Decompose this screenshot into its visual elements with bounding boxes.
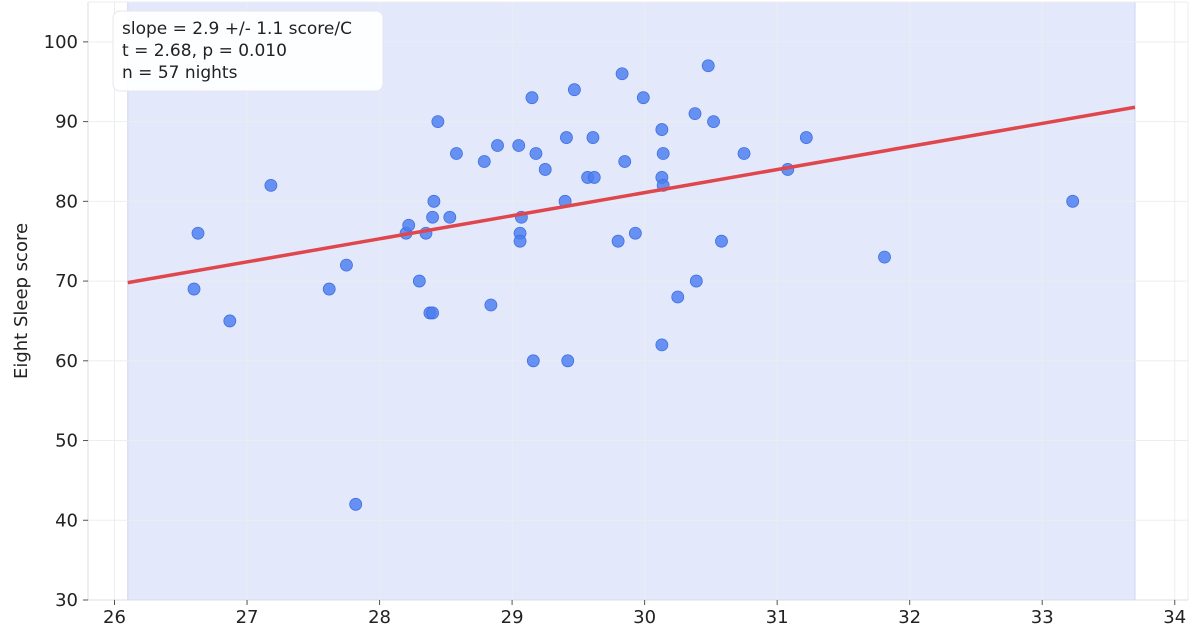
y-tick-label: 80 bbox=[55, 191, 78, 212]
x-tick-label: 33 bbox=[1031, 607, 1054, 628]
y-tick-label: 90 bbox=[55, 112, 78, 133]
data-point bbox=[191, 226, 205, 240]
x-tick-label: 26 bbox=[103, 607, 126, 628]
y-tick-label: 40 bbox=[55, 510, 78, 531]
data-point bbox=[450, 147, 463, 160]
stats-box-background bbox=[112, 10, 384, 92]
data-point bbox=[526, 354, 540, 368]
x-tick-label: 31 bbox=[766, 607, 789, 628]
y-axis-label: Eight Sleep score bbox=[11, 223, 32, 379]
shaded-range-layer bbox=[127, 1, 1136, 601]
x-tick-label: 28 bbox=[368, 607, 391, 628]
data-points-layer bbox=[187, 59, 1080, 511]
data-point bbox=[491, 139, 504, 152]
data-point bbox=[587, 171, 601, 184]
y-tick-label: 30 bbox=[55, 590, 78, 611]
data-point bbox=[264, 178, 278, 192]
data-point bbox=[737, 147, 751, 160]
data-point bbox=[187, 282, 201, 296]
stats-slope-text: slope = 2.9 +/- 1.1 score/C bbox=[122, 19, 352, 39]
data-point bbox=[878, 250, 891, 264]
data-point bbox=[707, 115, 720, 128]
y-tick-label: 70 bbox=[55, 271, 78, 292]
data-point bbox=[560, 131, 573, 144]
data-point bbox=[223, 314, 237, 328]
data-point bbox=[561, 354, 575, 368]
data-point bbox=[611, 234, 625, 248]
data-point bbox=[715, 234, 728, 248]
data-point bbox=[655, 338, 669, 352]
data-point bbox=[529, 147, 543, 160]
data-point bbox=[513, 234, 527, 248]
data-point bbox=[427, 194, 441, 208]
stats-box: slope = 2.9 +/- 1.1 score/C t = 2.68, p … bbox=[112, 10, 384, 92]
shaded-x-range bbox=[127, 1, 1136, 601]
data-point bbox=[615, 67, 629, 81]
data-point bbox=[431, 115, 445, 128]
data-point bbox=[1066, 194, 1080, 208]
x-tick-label: 30 bbox=[633, 607, 656, 628]
data-point bbox=[618, 155, 632, 168]
data-point bbox=[322, 282, 336, 296]
data-point bbox=[671, 290, 685, 304]
fit-line-layer bbox=[127, 105, 1136, 285]
data-point bbox=[340, 258, 353, 272]
data-point bbox=[512, 139, 526, 152]
y-tick-label: 60 bbox=[55, 351, 78, 372]
stats-n-text: n = 57 nights bbox=[122, 63, 238, 83]
data-point bbox=[701, 59, 715, 73]
data-point bbox=[636, 91, 650, 105]
data-point bbox=[426, 210, 439, 224]
y-tick-label: 50 bbox=[55, 431, 78, 452]
data-point bbox=[538, 163, 552, 176]
x-tick-label: 29 bbox=[501, 607, 524, 628]
axis-layer bbox=[87, 1, 1189, 601]
x-tick-label: 34 bbox=[1163, 607, 1186, 628]
data-point bbox=[567, 83, 581, 97]
tick-labels-layer: 26 27 28 29 30 31 32 33 34 30 40 50 60 70 80 90 100 bbox=[44, 32, 1187, 628]
data-point bbox=[484, 298, 498, 312]
data-point bbox=[412, 274, 426, 288]
data-point bbox=[443, 210, 457, 224]
data-point bbox=[525, 91, 539, 105]
stats-t-p-text: t = 2.68, p = 0.010 bbox=[122, 41, 287, 61]
data-point bbox=[655, 123, 669, 136]
data-point bbox=[426, 306, 439, 320]
data-point bbox=[586, 131, 600, 144]
data-point bbox=[477, 155, 491, 168]
x-tick-label: 32 bbox=[898, 607, 921, 628]
data-point bbox=[349, 497, 363, 511]
data-point bbox=[688, 107, 702, 121]
data-point bbox=[628, 226, 642, 240]
data-point bbox=[656, 147, 670, 160]
y-tick-label: 100 bbox=[44, 32, 78, 53]
regression-fit-line bbox=[127, 105, 1136, 285]
grid-layer bbox=[88, 2, 1188, 601]
x-tick-label: 27 bbox=[236, 607, 259, 628]
data-point bbox=[799, 131, 813, 144]
data-point bbox=[402, 218, 416, 232]
data-point bbox=[689, 274, 703, 288]
